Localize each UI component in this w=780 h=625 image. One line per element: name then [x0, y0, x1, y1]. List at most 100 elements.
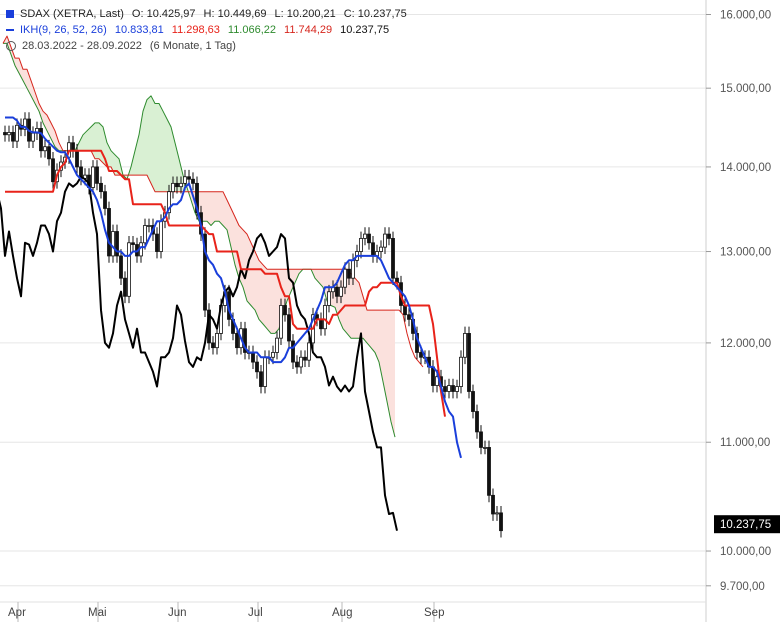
candle-body [39, 128, 43, 152]
blue-square-icon [6, 10, 14, 18]
cloud-segment [319, 269, 323, 288]
candle-body [371, 242, 375, 257]
candle-body [391, 238, 395, 279]
candle-body [255, 361, 259, 373]
candle-body [383, 233, 387, 248]
candle-body [475, 411, 479, 433]
candle-body [271, 352, 275, 358]
open-value: 10.425,97 [146, 8, 196, 20]
candle-body [111, 231, 115, 257]
candle-body [403, 305, 407, 316]
x-tick-label: Aug [332, 607, 352, 619]
candle-body [119, 255, 123, 279]
cloud-segment [135, 134, 139, 176]
candle-body [103, 191, 107, 209]
cloud-segment [147, 95, 151, 184]
candle-body [15, 124, 19, 142]
candle-body [91, 166, 95, 188]
cloud-segment [167, 119, 171, 192]
candle-body [211, 342, 215, 349]
candle-body [175, 182, 179, 188]
period-label: (6 Monate, 1 Tag) [149, 40, 236, 52]
candle-body [99, 182, 103, 193]
candle-body [339, 286, 343, 297]
candle-body [295, 361, 299, 368]
candle-body [387, 233, 391, 239]
y-tick-label: 9.700,00 [720, 581, 765, 593]
cloud-segment [87, 126, 91, 151]
candle-body [263, 356, 267, 387]
cloud-segment [259, 260, 263, 325]
cloud-segment [347, 269, 351, 339]
candle-body [155, 233, 159, 252]
y-tick-label: 13.000,00 [720, 247, 771, 259]
candle-body [7, 131, 11, 136]
cloud-segment [391, 310, 395, 438]
candle-body [183, 176, 187, 184]
cloud-segment [355, 278, 359, 339]
candle-body [43, 146, 47, 152]
x-tick-label: Sep [424, 607, 444, 619]
cloud-segment [95, 122, 99, 159]
cloud-segment [23, 69, 27, 89]
candle-body [275, 337, 279, 353]
cloud-segment [35, 91, 39, 112]
cloud-segment [223, 191, 227, 230]
clock-icon [6, 41, 16, 51]
close-label: C: [343, 8, 355, 20]
last-price-label: 10.237,75 [720, 519, 771, 531]
span-b-value: 11.744,29 [284, 24, 333, 36]
candle-body [279, 305, 283, 339]
cloud-segment [203, 191, 207, 222]
line-marker-icon [6, 29, 14, 31]
candle-body [335, 286, 339, 297]
cloud-segment [79, 134, 83, 151]
candle-body [147, 225, 151, 227]
cloud-segment [387, 310, 391, 422]
date-range: 28.03.2022 - 28.09.2022 [22, 40, 142, 52]
candle-body [419, 352, 423, 358]
candle-body [179, 182, 183, 188]
candle-body [251, 352, 255, 363]
low-value: 10.200,21 [286, 8, 336, 20]
cloud-segment [55, 130, 59, 151]
y-tick-label: 11.000,00 [720, 437, 770, 449]
candle-body [71, 142, 75, 152]
candle-body [319, 318, 323, 330]
kijun-value: 11.298,63 [171, 24, 220, 36]
time-axis: Apr Mai Jun Jul Aug Sep [0, 601, 706, 622]
cloud-segment [379, 310, 383, 382]
last-price-marker: 10.237,75 [714, 515, 780, 534]
y-tick-label: 10.000,00 [720, 546, 771, 558]
candle-body [367, 233, 371, 244]
cloud-segment [219, 191, 223, 226]
open-label: O: [131, 8, 144, 20]
y-tick-label: 16.000,00 [720, 10, 771, 22]
candle-body [463, 333, 467, 358]
cloud-segment [39, 103, 43, 123]
candle-body [167, 191, 171, 214]
cloud-segment [139, 111, 143, 176]
cloud-segment [163, 111, 167, 192]
candle-body [287, 314, 291, 342]
x-tick-label: Jun [168, 607, 187, 619]
cloud-segment [255, 251, 259, 320]
candle-body [3, 132, 7, 136]
high-value: 10.449,69 [217, 8, 267, 20]
symbol-name: SDAX (XETRA, Last) [20, 8, 124, 20]
candle-body [107, 208, 111, 257]
x-tick-label: Apr [8, 607, 26, 619]
tenkan-sen-line [5, 116, 462, 459]
candle-body [47, 146, 51, 160]
candle-body [191, 178, 195, 184]
candle-body [451, 385, 455, 392]
candle-body [159, 220, 163, 252]
candle-body [143, 225, 147, 244]
cloud-segment [267, 269, 271, 334]
cloud-segment [155, 103, 159, 192]
cloud-segment [275, 269, 279, 334]
candle-body [343, 268, 347, 288]
kijun-sen-line [5, 149, 446, 417]
candle-body [259, 371, 263, 387]
